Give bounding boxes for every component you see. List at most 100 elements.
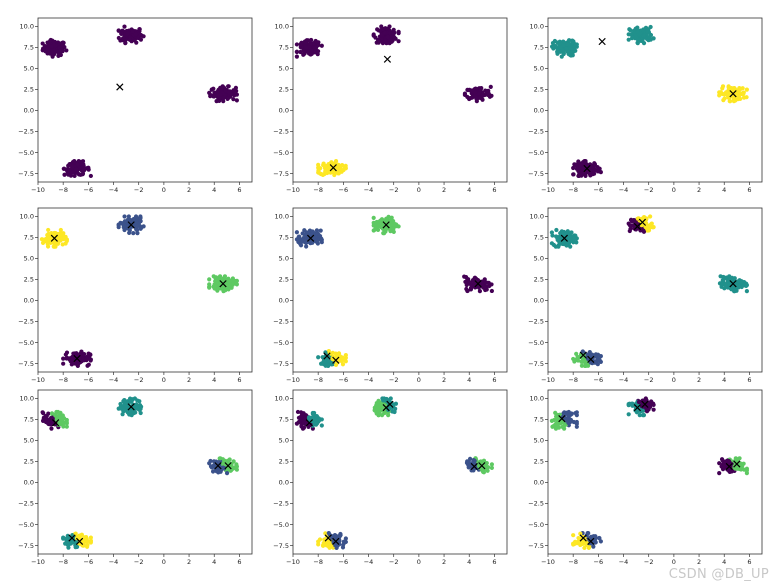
data-point bbox=[573, 162, 579, 167]
x-tick-label: −2 bbox=[644, 558, 654, 566]
data-point bbox=[85, 542, 90, 547]
data-point bbox=[333, 362, 339, 367]
data-point bbox=[135, 231, 140, 236]
data-point bbox=[392, 409, 397, 414]
data-point bbox=[738, 96, 743, 101]
data-point bbox=[88, 539, 93, 544]
y-tick-label: 7.5 bbox=[279, 44, 289, 52]
data-point bbox=[651, 407, 656, 412]
data-point bbox=[310, 426, 315, 431]
data-point bbox=[319, 423, 324, 428]
y-tick-label: 2.5 bbox=[24, 86, 34, 94]
data-point bbox=[582, 363, 587, 369]
data-point bbox=[464, 286, 469, 292]
data-point bbox=[75, 171, 81, 176]
x-tick-label: 0 bbox=[162, 186, 166, 194]
data-point bbox=[565, 42, 570, 47]
data-point bbox=[317, 537, 323, 542]
y-tick-label: −2.5 bbox=[273, 128, 289, 136]
axes-frame bbox=[547, 17, 763, 183]
x-tick-label: −10 bbox=[541, 186, 555, 194]
data-points bbox=[294, 214, 494, 369]
y-tick-label: −2.5 bbox=[18, 128, 34, 136]
data-point bbox=[573, 357, 579, 362]
data-point bbox=[52, 244, 57, 249]
data-point bbox=[301, 411, 306, 416]
data-point bbox=[43, 419, 49, 425]
x-tick-label: −2 bbox=[644, 186, 654, 194]
scatter-svg: −10 −8 −6 −4 −2 0 2 4 6 −7.5 −5.0 −2.5 0.0 2.5 5.0 7.5 1… bbox=[18, 389, 253, 566]
data-point bbox=[122, 214, 127, 219]
data-point bbox=[228, 462, 233, 467]
centroid-marker bbox=[478, 462, 486, 470]
y-tick-label: 0.0 bbox=[534, 479, 544, 487]
data-point bbox=[219, 86, 224, 91]
data-point bbox=[593, 352, 599, 357]
scatter-svg: −10 −8 −6 −4 −2 0 2 4 6 −7.5 −5.0 −2.5 0.0 2.5 5.0 7.5 1… bbox=[528, 389, 763, 566]
data-point bbox=[483, 285, 488, 290]
y-tick-label: 5.0 bbox=[534, 65, 544, 73]
data-point bbox=[302, 228, 307, 233]
data-point bbox=[343, 359, 348, 364]
y-tick-label: −7.5 bbox=[273, 170, 289, 178]
data-point bbox=[60, 42, 65, 48]
data-point bbox=[568, 50, 574, 55]
data-point bbox=[46, 227, 51, 233]
data-point bbox=[626, 403, 631, 408]
data-point bbox=[45, 46, 51, 52]
centroid-marker bbox=[68, 534, 76, 542]
x-tick-label: −6 bbox=[84, 186, 94, 194]
data-points bbox=[40, 24, 239, 179]
centroid-marker bbox=[560, 234, 568, 242]
axes-frame bbox=[292, 389, 508, 555]
data-point bbox=[487, 283, 492, 289]
data-point bbox=[69, 362, 74, 367]
data-point bbox=[483, 463, 488, 468]
x-tick-label: −8 bbox=[568, 558, 578, 566]
data-point bbox=[474, 98, 479, 104]
data-point bbox=[57, 41, 62, 46]
data-points bbox=[549, 396, 749, 551]
y-tick-label: 10.0 bbox=[530, 213, 544, 221]
centroid-marker bbox=[127, 221, 135, 229]
x-tick-label: 6 bbox=[237, 186, 241, 194]
y-tick-label: −7.5 bbox=[18, 170, 34, 178]
data-point bbox=[466, 460, 471, 465]
data-point bbox=[467, 456, 473, 461]
data-point bbox=[215, 93, 221, 98]
data-point bbox=[86, 165, 91, 170]
centroid-marker bbox=[219, 280, 227, 288]
data-point bbox=[387, 30, 393, 35]
data-point bbox=[569, 411, 574, 416]
data-point bbox=[385, 34, 390, 40]
data-point bbox=[472, 275, 478, 280]
data-point bbox=[133, 214, 139, 219]
data-point bbox=[61, 361, 66, 366]
data-point bbox=[579, 363, 585, 368]
data-point bbox=[744, 283, 749, 288]
data-point bbox=[131, 231, 136, 236]
data-point bbox=[626, 37, 631, 42]
data-point bbox=[58, 227, 63, 233]
data-point bbox=[742, 467, 747, 472]
data-point bbox=[79, 349, 84, 354]
data-point bbox=[485, 468, 490, 473]
data-point bbox=[134, 220, 139, 225]
data-point bbox=[581, 166, 586, 171]
data-point bbox=[212, 286, 217, 291]
data-points bbox=[549, 24, 749, 179]
data-point bbox=[489, 462, 494, 467]
data-point bbox=[336, 162, 341, 167]
data-point bbox=[597, 535, 602, 541]
data-point bbox=[234, 98, 239, 103]
data-point bbox=[489, 93, 494, 98]
data-point bbox=[564, 46, 569, 52]
data-point bbox=[628, 217, 634, 222]
data-point bbox=[576, 173, 582, 179]
data-point bbox=[72, 159, 77, 164]
data-point bbox=[725, 458, 730, 463]
y-tick-label: −2.5 bbox=[273, 318, 289, 326]
data-point bbox=[592, 161, 597, 166]
y-tick-label: −2.5 bbox=[273, 500, 289, 508]
y-tick-label: −2.5 bbox=[528, 318, 544, 326]
